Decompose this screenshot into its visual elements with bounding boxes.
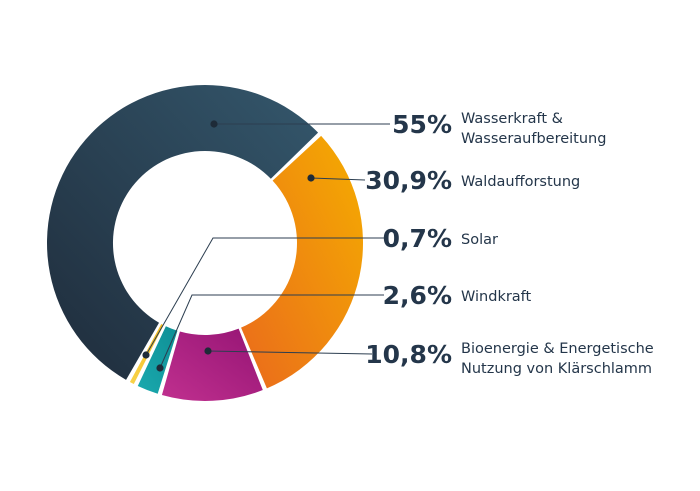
slice-windkraft bbox=[137, 326, 178, 394]
leader-line-solar bbox=[145, 237, 386, 356]
category-label-wasserkraft-line-2: Wasseraufbereitung bbox=[461, 131, 606, 147]
percent-label-waldaufforstung: 30,9% bbox=[365, 166, 452, 195]
percent-label-wasserkraft: 55% bbox=[392, 110, 452, 139]
category-label-wasserkraft-line-1: Wasserkraft & bbox=[461, 111, 563, 127]
category-label-solar: Solar bbox=[461, 232, 498, 248]
leader-dot-windkraft bbox=[156, 364, 164, 372]
leader-line-windkraft bbox=[159, 294, 384, 369]
leader-dot-bioenergie bbox=[204, 347, 212, 355]
leader-dot-wasserkraft bbox=[210, 120, 218, 128]
slice-wasserkraft bbox=[47, 84, 319, 380]
percent-label-solar: 0,7% bbox=[383, 224, 452, 253]
category-label-windkraft: Windkraft bbox=[461, 289, 532, 305]
percent-label-bioenergie: 10,8% bbox=[365, 340, 452, 369]
leader-line-bioenergie bbox=[207, 350, 373, 355]
label-layer: 55% Wasserkraft & Wasseraufbereitung 30,9% W… bbox=[365, 110, 654, 377]
percent-label-windkraft: 2,6% bbox=[383, 281, 452, 310]
category-label-bioenergie-line-2: Nutzung von Klärschlamm bbox=[461, 361, 652, 377]
category-label-waldaufforstung: Waldaufforstung bbox=[461, 174, 580, 190]
leader-dot-solar bbox=[142, 351, 150, 359]
category-label-bioenergie-line-1: Bioenergie & Energetische bbox=[461, 341, 654, 357]
leader-layer bbox=[142, 120, 390, 372]
slice-layer bbox=[47, 84, 364, 402]
leader-dot-waldaufforstung bbox=[307, 174, 315, 182]
slice-bioenergie bbox=[161, 328, 263, 402]
leader-line-waldaufforstung bbox=[310, 177, 366, 181]
slice-waldaufforstung bbox=[241, 135, 364, 389]
